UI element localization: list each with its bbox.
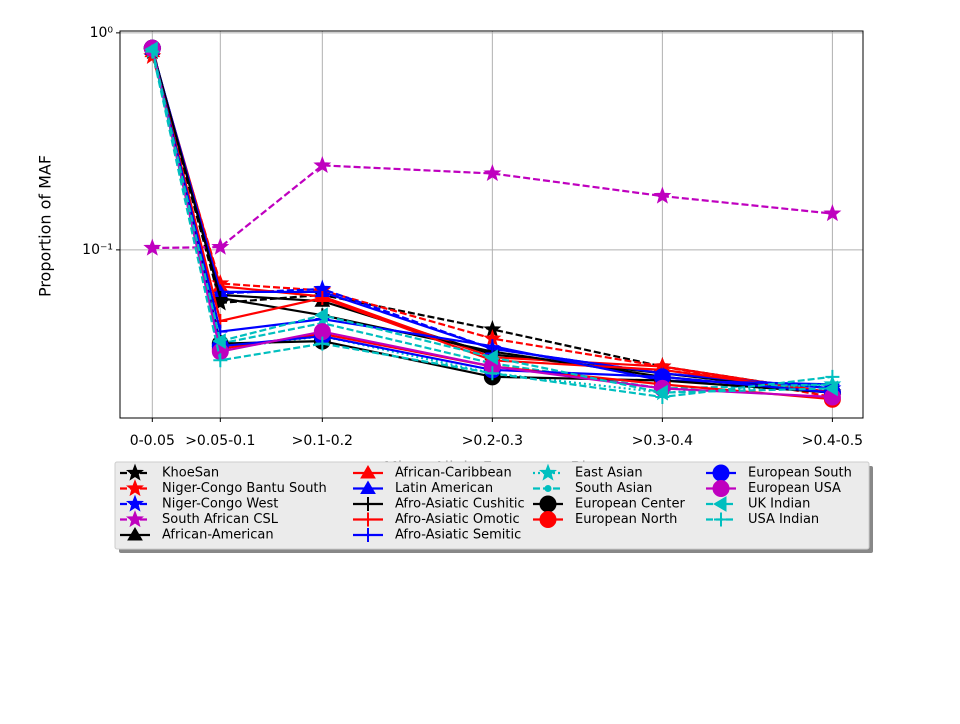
marker — [655, 389, 670, 404]
marker — [361, 512, 375, 527]
marker — [712, 480, 730, 497]
marker — [483, 164, 502, 182]
marker — [361, 528, 375, 542]
legend-label: Latin American — [395, 481, 493, 496]
marker — [824, 380, 838, 397]
series-line — [151, 49, 833, 394]
legend-label: Afro-Asiatic Omotic — [395, 512, 520, 527]
legend-label: KhoeSan — [162, 466, 219, 481]
marker — [144, 41, 158, 58]
series-line — [151, 51, 833, 394]
marker — [539, 495, 557, 513]
x-tick-label: 0-0.05 — [130, 433, 175, 449]
marker — [126, 494, 144, 512]
marker — [211, 237, 230, 255]
marker — [360, 465, 376, 479]
legend-label: African-American — [162, 528, 274, 543]
y-axis-label: Proportion of MAF — [36, 155, 55, 297]
series-line — [151, 49, 833, 390]
legend-box — [114, 461, 870, 550]
legend-label: South Asian — [575, 481, 652, 496]
marker — [360, 480, 376, 494]
marker — [539, 463, 557, 481]
legend-label: Afro-Asiatic Semitic — [395, 528, 521, 543]
x-tick-label: >0.2-0.3 — [462, 433, 523, 449]
marker — [713, 496, 727, 512]
series-line — [151, 50, 833, 394]
series-line — [151, 49, 833, 386]
series-line — [151, 51, 833, 399]
marker — [485, 366, 500, 381]
marker — [484, 349, 498, 366]
marker — [213, 353, 228, 368]
legend-label: Niger-Congo Bantu South — [162, 481, 327, 496]
marker — [126, 463, 144, 481]
marker — [126, 479, 144, 497]
x-tick-label: >0.3-0.4 — [632, 433, 693, 449]
legend-label: Niger-Congo West — [162, 497, 278, 512]
marker — [485, 339, 500, 354]
legend-label: UK Indian — [748, 497, 810, 512]
marker — [126, 510, 144, 528]
marker — [712, 464, 730, 482]
series-line — [151, 51, 833, 394]
legend-label: African-Caribbean — [395, 466, 512, 481]
legend-label: European North — [575, 512, 677, 527]
marker — [212, 333, 226, 349]
x-tick-label: >0.4-0.5 — [802, 433, 863, 449]
marker — [313, 155, 332, 174]
marker — [823, 204, 842, 222]
marker — [825, 369, 840, 384]
marker — [361, 497, 375, 511]
x-tick-label: >0.1-0.2 — [292, 433, 353, 449]
plot-frame — [119, 30, 864, 419]
marker — [653, 186, 672, 204]
series-line — [151, 47, 833, 399]
marker — [145, 44, 160, 59]
legend-label: European Center — [575, 497, 685, 512]
y-tick-label: 10⁻¹ — [82, 242, 113, 258]
legend-label: South African CSL — [162, 512, 279, 527]
legend-label: East Asian — [575, 466, 643, 481]
x-tick-label: >0.05-0.1 — [185, 433, 255, 449]
y-tick-label: 10⁰ — [90, 25, 114, 41]
marker — [539, 511, 557, 528]
marker — [127, 527, 143, 541]
marker — [315, 291, 330, 306]
marker — [714, 512, 728, 527]
marker — [544, 485, 552, 492]
marker — [143, 238, 162, 256]
marker — [315, 336, 330, 351]
legend-label: European South — [748, 466, 852, 481]
legend-label: Afro-Asiatic Cushitic — [395, 497, 525, 512]
legend-label: USA Indian — [748, 512, 819, 527]
legend-label: European USA — [748, 481, 841, 496]
marker — [314, 307, 328, 324]
